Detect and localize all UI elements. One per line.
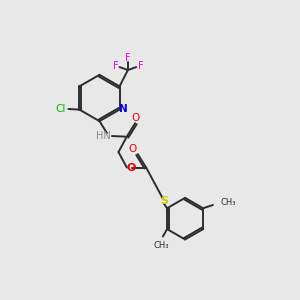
Text: F: F (125, 53, 131, 63)
Text: N: N (119, 104, 128, 114)
Text: O: O (127, 163, 136, 172)
Text: CH₃: CH₃ (153, 241, 169, 250)
Text: Cl: Cl (56, 104, 66, 114)
Text: F: F (137, 61, 143, 70)
Text: HN: HN (96, 131, 110, 141)
Text: S: S (160, 196, 168, 206)
Text: O: O (132, 113, 140, 123)
Text: CH₃: CH₃ (220, 198, 236, 207)
Text: F: F (112, 61, 118, 70)
Text: O: O (128, 144, 136, 154)
